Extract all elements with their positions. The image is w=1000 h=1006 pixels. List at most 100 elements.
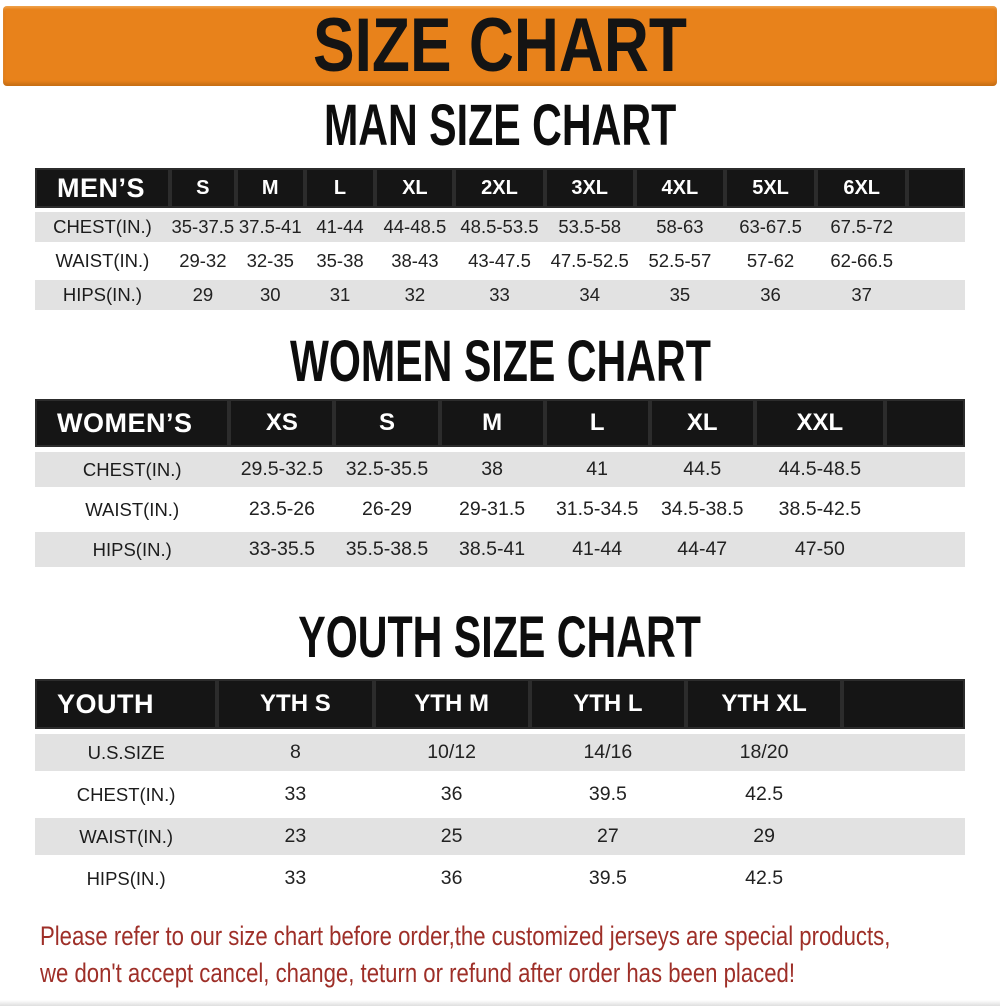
column-header: L xyxy=(304,168,376,208)
size-cell: 37.5-41 xyxy=(235,212,305,242)
size-cell: 47.5-52.5 xyxy=(550,250,629,271)
row-label: HIPS(IN.) xyxy=(86,867,166,889)
youth-chart-title-wrap: YOUTH SIZE CHART xyxy=(0,605,1000,670)
size-cell: 32.5-35.5 xyxy=(334,452,440,487)
size-cell: 29 xyxy=(169,280,236,310)
size-cell: 30 xyxy=(235,280,305,310)
youth-header-row: YOUTH YTH S YTH M YTH L YTH XL xyxy=(35,679,965,729)
size-cell: 38.5-42.5 xyxy=(778,498,862,520)
size-cell: 38.5-41 xyxy=(439,532,545,567)
size-cell: 62-66.5 xyxy=(830,250,894,271)
women-size-table: WOMEN’S XS S M L XL XXL CHEST(IN.) 29.5-… xyxy=(35,394,965,572)
filler-cell xyxy=(842,818,965,855)
size-cell: 29.5-32.5 xyxy=(229,452,335,487)
size-cell: 33 xyxy=(454,280,545,310)
table-row: CHEST(IN.) 35-37.5 37.5-41 41-44 44-48.5… xyxy=(35,212,965,242)
column-header: L xyxy=(544,399,650,447)
size-cell: 52.5-57 xyxy=(648,250,712,271)
table-row: HIPS(IN.) 33-35.5 35.5-38.5 38.5-41 41-4… xyxy=(35,532,965,567)
size-cell: 67.5-72 xyxy=(816,212,908,242)
size-cell: 31.5-34.5 xyxy=(555,498,639,520)
filler-cell xyxy=(907,246,965,276)
size-cell: 29-31.5 xyxy=(459,498,526,520)
size-cell: 41-44 xyxy=(304,212,376,242)
order-notice: Please refer to our size chart before or… xyxy=(40,918,1000,992)
size-cell: 23.5-26 xyxy=(248,498,315,520)
column-header: YTH M xyxy=(373,679,530,729)
row-label: WAIST(IN.) xyxy=(55,250,150,271)
row-label: U.S.SIZE xyxy=(35,734,218,771)
column-header: YTH L xyxy=(529,679,686,729)
size-cell: 37 xyxy=(816,280,908,310)
row-label: CHEST(IN.) xyxy=(76,783,176,805)
column-header: M xyxy=(439,399,545,447)
men-chart-title-wrap: MAN SIZE CHART xyxy=(0,93,1000,158)
size-cell: 33 xyxy=(284,783,307,805)
youth-size-table: YOUTH YTH S YTH M YTH L YTH XL U.S.SIZE … xyxy=(35,674,965,902)
size-cell: 23 xyxy=(217,818,374,855)
filler-cell xyxy=(842,679,965,729)
banner: SIZE CHART xyxy=(3,6,997,86)
column-header: S xyxy=(334,399,440,447)
filler-cell xyxy=(884,399,965,447)
size-cell: 43-47.5 xyxy=(468,250,531,271)
men-size-table: MEN’S S M L XL 2XL 3XL 4XL 5XL 6XL CHEST… xyxy=(35,164,965,314)
size-cell: 34.5-38.5 xyxy=(661,498,744,520)
size-cell: 27 xyxy=(529,818,686,855)
row-label: HIPS(IN.) xyxy=(35,532,230,567)
size-cell: 34 xyxy=(544,280,635,310)
column-header: YTH S xyxy=(217,679,374,729)
table-corner-label: MEN’S xyxy=(35,168,170,208)
size-cell: 31 xyxy=(304,280,376,310)
filler-cell xyxy=(907,280,965,310)
size-cell: 44-47 xyxy=(649,532,755,567)
size-cell: 8 xyxy=(217,734,374,771)
notice-line-1: Please refer to our size chart before or… xyxy=(40,921,891,951)
column-header: XS xyxy=(229,399,335,447)
column-header: XL xyxy=(375,168,455,208)
size-cell: 57-62 xyxy=(746,250,795,271)
size-cell: 18/20 xyxy=(685,734,843,771)
men-size-chart-section: MAN SIZE CHART MEN’S S M L XL 2XL 3XL 4X… xyxy=(0,93,1000,314)
table-row: CHEST(IN.) 29.5-32.5 32.5-35.5 38 41 44.… xyxy=(35,452,965,487)
size-cell: 63-67.5 xyxy=(725,212,817,242)
size-cell: 39.5 xyxy=(588,867,627,889)
column-header: M xyxy=(235,168,305,208)
column-header: 3XL xyxy=(544,168,635,208)
size-cell: 35.5-38.5 xyxy=(334,532,440,567)
women-chart-title: WOMEN SIZE CHART xyxy=(289,329,711,394)
table-corner-label: YOUTH xyxy=(35,679,218,729)
size-cell: 41-44 xyxy=(544,532,650,567)
size-cell: 32-35 xyxy=(246,250,294,271)
size-cell: 44.5 xyxy=(649,452,755,487)
men-chart-title: MAN SIZE CHART xyxy=(323,93,677,158)
table-row: WAIST(IN.) 29-32 32-35 35-38 38-43 43-47… xyxy=(35,246,965,276)
size-cell: 14/16 xyxy=(529,734,686,771)
size-cell: 42.5 xyxy=(745,783,784,805)
size-cell: 39.5 xyxy=(588,783,627,805)
table-row: HIPS(IN.) 29 30 31 32 33 34 35 36 37 xyxy=(35,280,965,310)
table-row: WAIST(IN.) 23 25 27 29 xyxy=(35,818,965,855)
column-header: S xyxy=(169,168,236,208)
size-cell: 44.5-48.5 xyxy=(754,452,885,487)
size-cell: 36 xyxy=(440,867,463,889)
filler-cell xyxy=(842,734,965,771)
column-header: 5XL xyxy=(725,168,817,208)
size-cell: 29-32 xyxy=(179,250,227,271)
table-row: HIPS(IN.) 33 36 39.5 42.5 xyxy=(35,860,965,897)
size-cell: 35-38 xyxy=(316,250,364,271)
row-label: CHEST(IN.) xyxy=(35,452,230,487)
youth-size-chart-section: YOUTH SIZE CHART YOUTH YTH S YTH M YTH L… xyxy=(0,605,1000,902)
table-corner-label: WOMEN’S xyxy=(35,399,230,447)
filler-cell xyxy=(842,860,965,897)
men-header-row: MEN’S S M L XL 2XL 3XL 4XL 5XL 6XL xyxy=(35,168,965,208)
size-cell: 10/12 xyxy=(373,734,530,771)
page-title: SIZE CHART xyxy=(313,3,687,88)
column-header: 2XL xyxy=(454,168,545,208)
filler-cell xyxy=(884,452,965,487)
size-cell: 47-50 xyxy=(754,532,885,567)
table-row: CHEST(IN.) 33 36 39.5 42.5 xyxy=(35,776,965,813)
row-label: HIPS(IN.) xyxy=(35,280,170,310)
youth-chart-title: YOUTH SIZE CHART xyxy=(298,605,702,670)
women-chart-title-wrap: WOMEN SIZE CHART xyxy=(0,329,1000,394)
